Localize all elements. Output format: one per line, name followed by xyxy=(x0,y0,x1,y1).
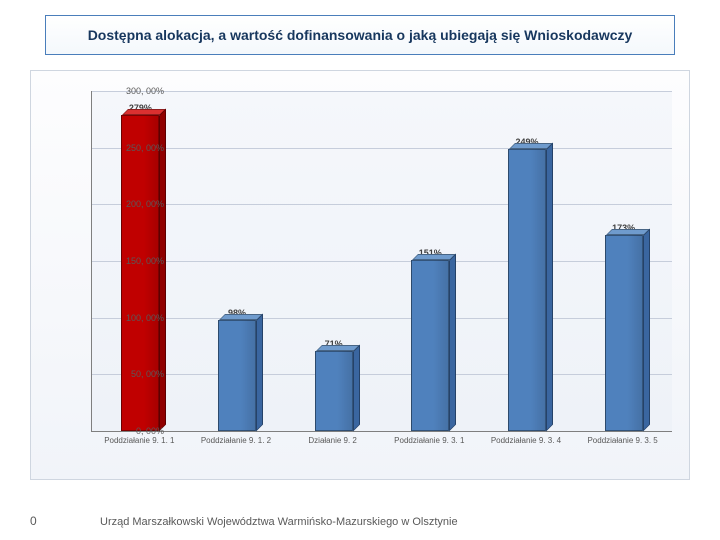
y-axis-label: 250, 00% xyxy=(109,143,164,153)
y-axis-label: 100, 00% xyxy=(109,313,164,323)
bar xyxy=(315,351,353,431)
bar-side-face xyxy=(643,228,650,431)
page-title-box: Dostępna alokacja, a wartość dofinansowa… xyxy=(45,15,675,55)
chart-plot: 279%98%71%151%249%173% xyxy=(91,91,672,432)
bar-side-face xyxy=(159,108,166,431)
x-axis-label: Działanie 9. 2 xyxy=(291,436,374,445)
bar xyxy=(218,320,256,431)
bars-group: 279%98%71%151%249%173% xyxy=(92,91,672,431)
y-axis-label: 200, 00% xyxy=(109,199,164,209)
bar-front-face xyxy=(508,149,546,431)
x-axis-label: Poddziałanie 9. 3. 4 xyxy=(485,436,568,445)
y-axis-label: 300, 00% xyxy=(109,86,164,96)
x-axis-labels: Poddziałanie 9. 1. 1 Poddziałanie 9. 1. 2… xyxy=(91,436,671,445)
bar-slot: 249% xyxy=(486,137,569,431)
bar-front-face xyxy=(605,235,643,431)
bar xyxy=(411,260,449,431)
x-axis-label: Poddziałanie 9. 3. 5 xyxy=(581,436,664,445)
bar-slot: 151% xyxy=(389,248,472,431)
bar xyxy=(605,235,643,431)
bar-front-face xyxy=(218,320,256,431)
chart-container: 279%98%71%151%249%173% Poddziałanie 9. 1… xyxy=(30,70,690,480)
bar-slot: 173% xyxy=(582,223,665,431)
bar-side-face xyxy=(546,142,553,431)
bar xyxy=(121,115,159,431)
y-axis-label: 0, 00% xyxy=(109,426,164,436)
bar-front-face xyxy=(315,351,353,431)
bar-side-face xyxy=(256,313,263,431)
bar-front-face xyxy=(411,260,449,431)
x-axis-label: Poddziałanie 9. 1. 2 xyxy=(195,436,278,445)
bar-side-face xyxy=(449,253,456,431)
footer-zero: 0 xyxy=(30,514,37,528)
bar-slot: 98% xyxy=(196,308,279,431)
x-axis-label: Poddziałanie 9. 1. 1 xyxy=(98,436,181,445)
page: Dostępna alokacja, a wartość dofinansowa… xyxy=(0,0,720,540)
footer-text: Urząd Marszałkowski Województwa Warmińsk… xyxy=(100,516,458,528)
bar-side-face xyxy=(353,344,360,431)
x-axis-label: Poddziałanie 9. 3. 1 xyxy=(388,436,471,445)
y-axis-label: 50, 00% xyxy=(109,369,164,379)
bar-front-face xyxy=(121,115,159,431)
y-axis-label: 150, 00% xyxy=(109,256,164,266)
page-title: Dostępna alokacja, a wartość dofinansowa… xyxy=(88,27,633,43)
bar-slot: 71% xyxy=(292,339,375,431)
bar xyxy=(508,149,546,431)
